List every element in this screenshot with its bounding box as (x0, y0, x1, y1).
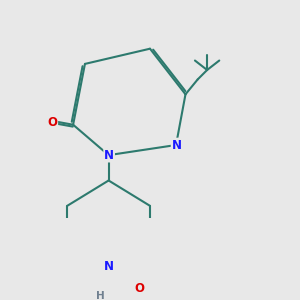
Text: H: H (96, 291, 104, 300)
Text: N: N (172, 139, 182, 152)
Text: O: O (134, 282, 144, 295)
Text: N: N (103, 260, 114, 273)
Text: N: N (104, 149, 114, 162)
Text: O: O (47, 116, 57, 128)
